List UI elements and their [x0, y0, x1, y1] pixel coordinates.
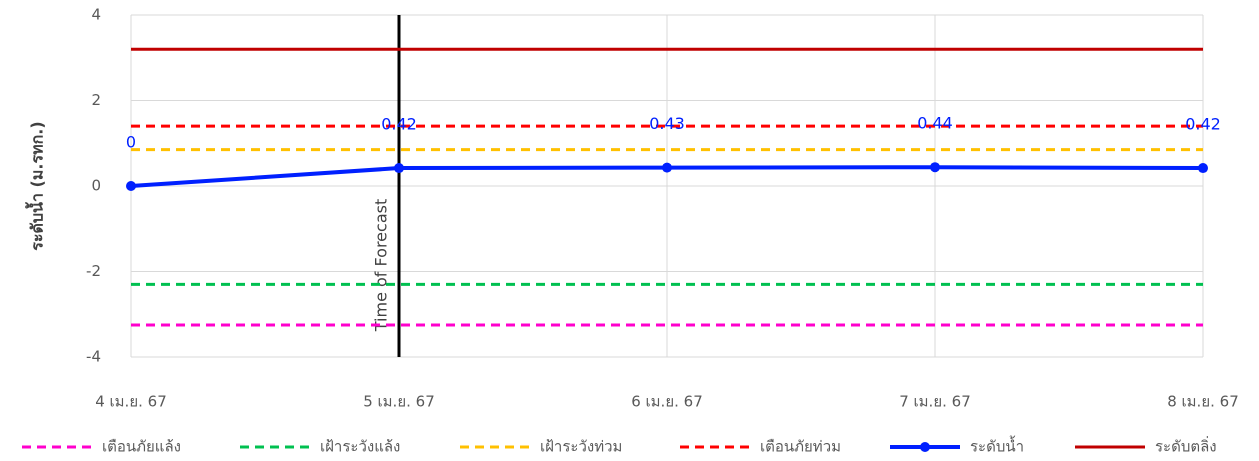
- x-tick-label: 5 เม.ย. 67: [363, 393, 435, 411]
- legend-label: ระดับตลิ่ง: [1155, 436, 1217, 456]
- point: [394, 163, 404, 174]
- legend-label: ระดับน้ำ: [970, 436, 1024, 456]
- point: [126, 181, 136, 191]
- y-tick-label: -4: [86, 348, 101, 366]
- data-label: 0.44: [917, 114, 953, 133]
- x-tick-label: 4 เม.ย. 67: [95, 393, 167, 411]
- y-tick-label: 2: [91, 91, 101, 109]
- data-label: 0.42: [381, 115, 417, 134]
- point: [930, 162, 940, 173]
- y-tick-label: 4: [91, 6, 101, 24]
- forecast-label: Time of Forecast: [372, 199, 391, 332]
- data-label: 0.42: [1185, 115, 1221, 134]
- point: [1198, 163, 1208, 174]
- legend-label: เฝ้าระวังท่วม: [540, 438, 622, 456]
- x-tick-label: 8 เม.ย. 67: [1167, 393, 1239, 411]
- data-label: 0.43: [649, 114, 685, 133]
- legend-label: เตือนภัยท่วม: [760, 438, 841, 456]
- x-tick-label: 7 เม.ย. 67: [899, 393, 971, 411]
- y-tick-label: -2: [86, 262, 101, 280]
- data-label: 0: [126, 133, 136, 152]
- point: [662, 162, 672, 173]
- y-axis-label: ระดับน้ำ (ม.รทก.): [25, 121, 47, 250]
- legend-marker: [920, 442, 930, 452]
- x-tick-label: 6 เม.ย. 67: [631, 393, 703, 411]
- y-tick-label: 0: [91, 177, 101, 195]
- legend-label: เตือนภัยแล้ง: [102, 438, 181, 456]
- legend-label: เฝ้าระวังแล้ง: [320, 438, 400, 456]
